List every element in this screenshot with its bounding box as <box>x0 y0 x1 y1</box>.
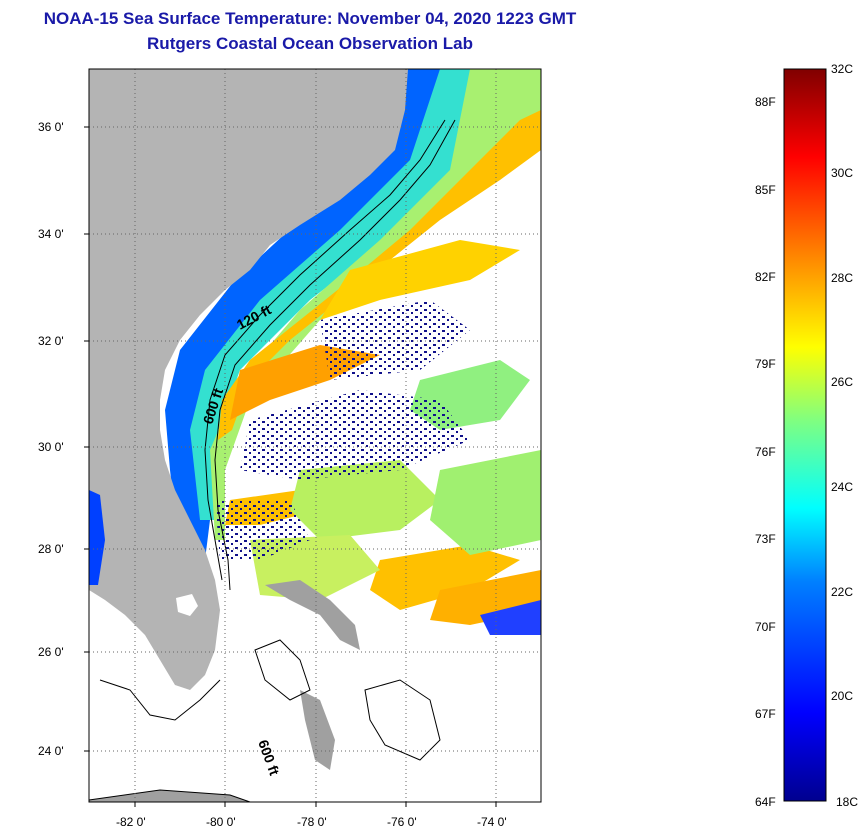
colorbar-celsius-labels: 32C 30C 28C 26C 24C 22C 20C 18C <box>831 62 858 809</box>
colorbar-fahrenheit-labels: 88F 85F 82F 79F 76F 73F 70F 67F 64F <box>755 95 776 809</box>
lon-label: -78 0' <box>297 815 327 829</box>
colorbar <box>783 68 827 802</box>
colorbar-f-label: 85F <box>755 183 776 197</box>
map-frame <box>88 68 542 803</box>
colorbar-c-label: 26C <box>831 375 853 389</box>
map-subtitle: Rutgers Coastal Ocean Observation Lab <box>147 34 473 53</box>
colorbar-f-label: 67F <box>755 707 776 721</box>
open-ocean-green-3 <box>430 450 541 555</box>
cloud-speckle-3 <box>215 500 310 560</box>
colorbar-f-label: 76F <box>755 445 776 459</box>
lat-label: 32 0' <box>38 334 64 348</box>
lon-label: -82 0' <box>116 815 146 829</box>
colorbar-f-label: 79F <box>755 357 776 371</box>
bahamas-bank-1 <box>265 580 360 650</box>
florida-keys-reef <box>99 679 221 721</box>
cold-spot-se <box>480 600 541 635</box>
lat-label: 24 0' <box>38 744 64 758</box>
colorbar-f-label: 70F <box>755 620 776 634</box>
colorbar-c-label: 22C <box>831 585 853 599</box>
lake-okeechobee <box>176 594 198 616</box>
contour-600ft <box>214 119 456 591</box>
lat-label: 28 0' <box>38 542 64 556</box>
colorbar-f-label: 88F <box>755 95 776 109</box>
warm-filament-3 <box>370 545 520 610</box>
colorbar-c-label: 24C <box>831 480 853 494</box>
gulf-stream-warm <box>218 110 541 440</box>
colorbar-c-label: 32C <box>831 62 853 76</box>
colorbar-c-label: 28C <box>831 271 853 285</box>
lat-label: 26 0' <box>38 645 64 659</box>
lat-label: 36 0' <box>38 120 64 134</box>
cloud-speckle-2 <box>320 300 470 380</box>
map-title: NOAA-15 Sea Surface Temperature: Novembe… <box>43 9 577 28</box>
nearshore-blue-fl <box>89 490 105 585</box>
bahamas-bank-4 <box>364 679 441 761</box>
colorbar-c-label: 20C <box>831 689 853 703</box>
lon-label: -80 0' <box>206 815 236 829</box>
map-ticks <box>84 126 497 807</box>
land-mainland <box>89 69 408 690</box>
map-grid <box>89 69 541 802</box>
lon-label: -76 0' <box>387 815 417 829</box>
warm-filament-1 <box>320 240 520 320</box>
colorbar-f-label: 73F <box>755 532 776 546</box>
contour-120ft <box>204 119 446 581</box>
map-area <box>89 69 541 802</box>
lat-label: 34 0' <box>38 227 64 241</box>
shelf-water-cyan <box>190 69 520 520</box>
lat-label: 30 0' <box>38 440 64 454</box>
colorbar-f-label: 64F <box>755 795 776 809</box>
colorbar-c-label: 18C <box>836 795 858 809</box>
colorbar-f-label: 82F <box>755 270 776 284</box>
cuba-coast <box>89 789 251 802</box>
lat-labels: 36 0' 34 0' 32 0' 30 0' 28 0' 26 0' 24 0… <box>38 120 64 758</box>
colorbar-c-label: 30C <box>831 166 853 180</box>
cloud-speckle-1 <box>240 390 470 480</box>
lon-label: -74 0' <box>477 815 507 829</box>
lon-labels: -82 0' -80 0' -78 0' -76 0' -74 0' <box>116 815 507 829</box>
bahamas-bank-3 <box>254 639 311 701</box>
bahamas-bank-2 <box>300 690 335 770</box>
open-ocean-green-2 <box>290 460 440 540</box>
